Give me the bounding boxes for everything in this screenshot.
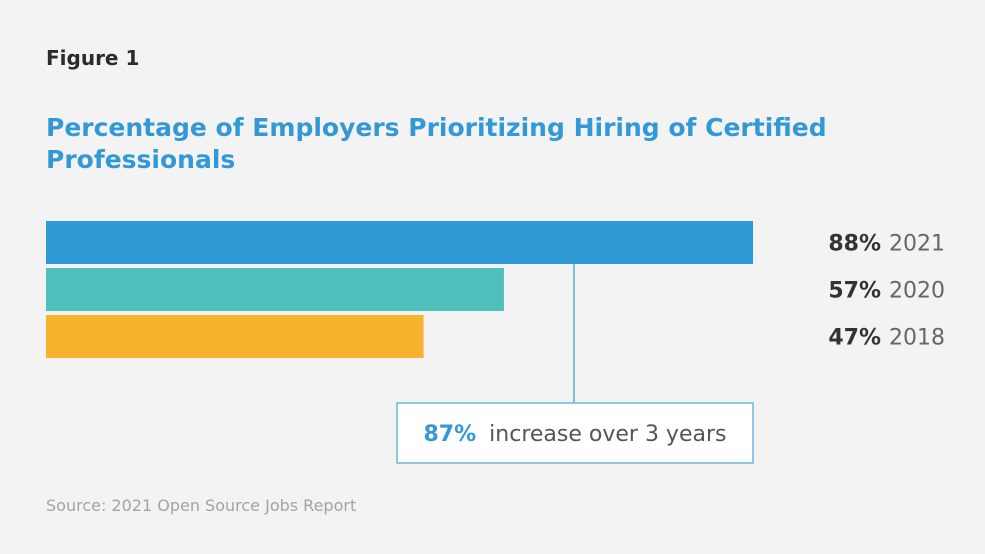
bars-group	[46, 221, 753, 358]
category-label-2020: 2020	[889, 279, 945, 304]
labels-group: 88% 2021 57% 2020 47% 2018	[828, 232, 945, 351]
value-label-2021: 88%	[828, 232, 881, 257]
category-label-2021: 2021	[889, 232, 945, 257]
figure-label: Figure 1	[46, 46, 140, 70]
source-note: Source: 2021 Open Source Jobs Report	[46, 496, 357, 515]
bar-label-2018: 47% 2018	[828, 326, 945, 351]
bar-2020	[46, 268, 504, 311]
callout-value: 87%	[424, 422, 477, 447]
chart-title: Percentage of Employers Prioritizing Hir…	[46, 113, 827, 174]
bar-label-2020: 57% 2020	[828, 279, 945, 304]
callout-description: increase over 3 years	[489, 422, 726, 447]
callout-text: 87% increase over 3 years	[424, 422, 727, 447]
bar-2018	[46, 315, 424, 358]
bar-label-2021: 88% 2021	[828, 232, 945, 257]
callout-box	[396, 402, 754, 464]
value-label-2018: 47%	[828, 326, 881, 351]
category-label-2018: 2018	[889, 326, 945, 351]
bar-2021	[46, 221, 753, 264]
value-label-2020: 57%	[828, 279, 881, 304]
